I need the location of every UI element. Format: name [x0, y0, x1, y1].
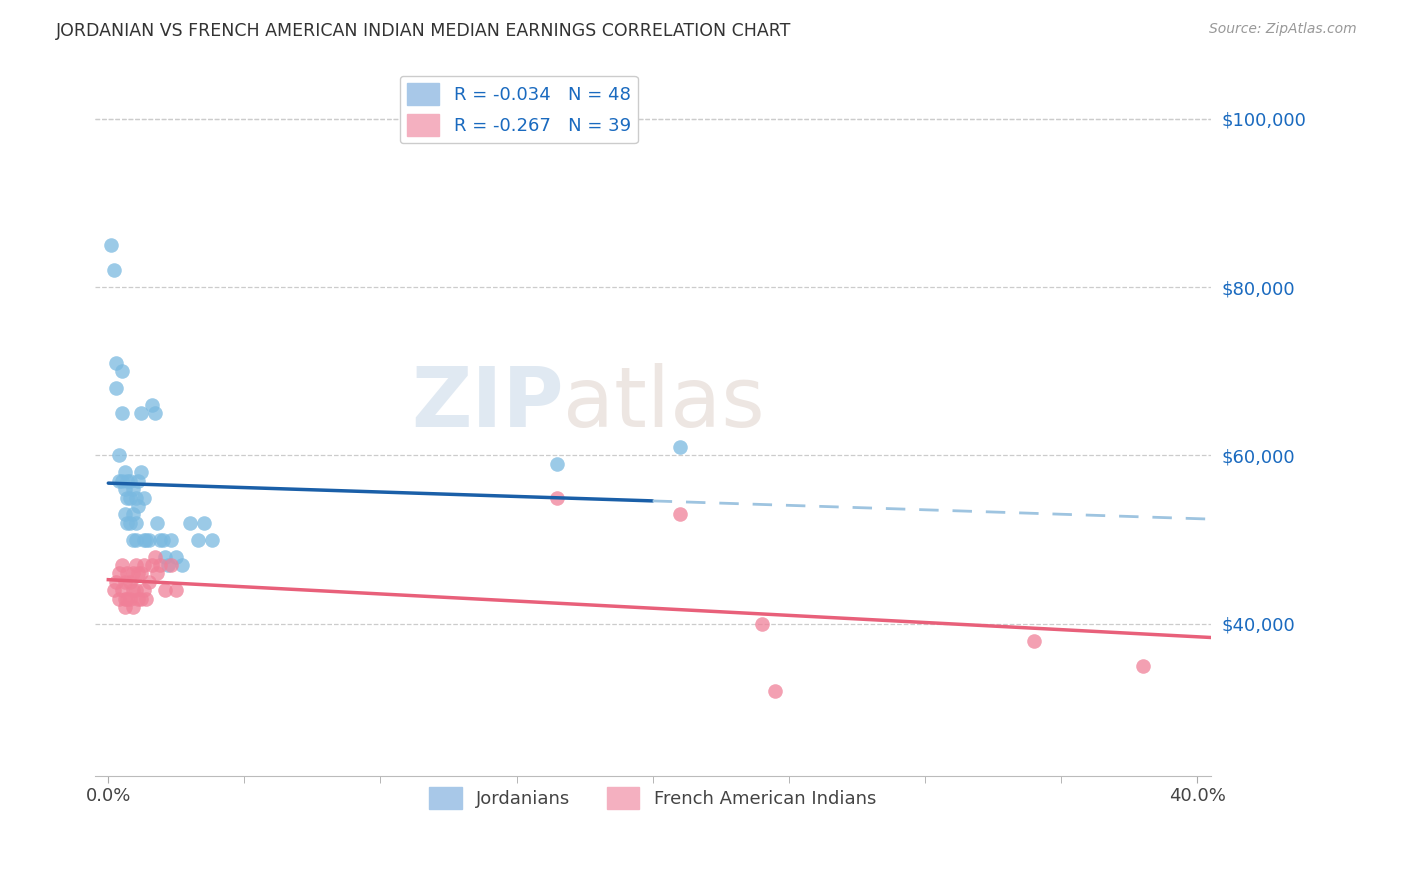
- Point: [179, 516, 201, 530]
- Point: [114, 600, 136, 615]
- Point: [669, 440, 692, 454]
- Point: [105, 356, 128, 370]
- Point: [121, 508, 143, 522]
- Text: ZIP: ZIP: [411, 363, 564, 443]
- Point: [117, 591, 139, 606]
- Point: [129, 465, 152, 479]
- Point: [114, 574, 136, 589]
- Point: [146, 566, 169, 581]
- Point: [127, 474, 149, 488]
- Point: [160, 558, 183, 572]
- Point: [165, 583, 187, 598]
- Point: [108, 474, 131, 488]
- Point: [108, 566, 131, 581]
- Point: [105, 381, 128, 395]
- Point: [129, 406, 152, 420]
- Point: [132, 583, 155, 598]
- Point: [135, 591, 157, 606]
- Point: [143, 549, 166, 564]
- Point: [121, 600, 143, 615]
- Point: [160, 533, 183, 547]
- Point: [111, 558, 134, 572]
- Point: [114, 591, 136, 606]
- Point: [120, 516, 142, 530]
- Point: [114, 508, 136, 522]
- Point: [157, 558, 180, 572]
- Point: [108, 591, 131, 606]
- Point: [127, 499, 149, 513]
- Point: [170, 558, 193, 572]
- Point: [117, 474, 139, 488]
- Point: [120, 574, 142, 589]
- Point: [146, 516, 169, 530]
- Point: [135, 533, 157, 547]
- Point: [120, 474, 142, 488]
- Point: [751, 616, 773, 631]
- Point: [121, 566, 143, 581]
- Point: [155, 549, 177, 564]
- Point: [103, 263, 125, 277]
- Point: [120, 491, 142, 505]
- Point: [132, 558, 155, 572]
- Point: [193, 516, 215, 530]
- Legend: Jordanians, French American Indians: Jordanians, French American Indians: [422, 780, 883, 816]
- Point: [132, 533, 155, 547]
- Point: [149, 533, 172, 547]
- Point: [129, 591, 152, 606]
- Point: [143, 406, 166, 420]
- Point: [121, 482, 143, 496]
- Point: [152, 533, 174, 547]
- Text: atlas: atlas: [564, 363, 765, 443]
- Point: [114, 482, 136, 496]
- Point: [1132, 659, 1154, 673]
- Point: [127, 591, 149, 606]
- Point: [108, 449, 131, 463]
- Point: [149, 558, 172, 572]
- Point: [100, 238, 122, 252]
- Point: [124, 583, 146, 598]
- Point: [138, 574, 160, 589]
- Point: [111, 583, 134, 598]
- Point: [124, 491, 146, 505]
- Point: [187, 533, 209, 547]
- Point: [117, 566, 139, 581]
- Point: [111, 364, 134, 378]
- Point: [763, 684, 786, 698]
- Point: [165, 549, 187, 564]
- Point: [127, 566, 149, 581]
- Text: JORDANIAN VS FRENCH AMERICAN INDIAN MEDIAN EARNINGS CORRELATION CHART: JORDANIAN VS FRENCH AMERICAN INDIAN MEDI…: [56, 22, 792, 40]
- Point: [132, 491, 155, 505]
- Point: [124, 516, 146, 530]
- Point: [111, 474, 134, 488]
- Point: [117, 516, 139, 530]
- Point: [121, 533, 143, 547]
- Point: [124, 558, 146, 572]
- Point: [546, 491, 568, 505]
- Point: [141, 558, 163, 572]
- Point: [105, 574, 128, 589]
- Point: [155, 583, 177, 598]
- Point: [121, 583, 143, 598]
- Point: [120, 591, 142, 606]
- Point: [111, 406, 134, 420]
- Point: [114, 465, 136, 479]
- Point: [138, 533, 160, 547]
- Point: [201, 533, 224, 547]
- Point: [103, 583, 125, 598]
- Point: [124, 533, 146, 547]
- Point: [1022, 633, 1045, 648]
- Point: [129, 566, 152, 581]
- Point: [546, 457, 568, 471]
- Text: Source: ZipAtlas.com: Source: ZipAtlas.com: [1209, 22, 1357, 37]
- Point: [117, 491, 139, 505]
- Point: [669, 508, 692, 522]
- Point: [141, 398, 163, 412]
